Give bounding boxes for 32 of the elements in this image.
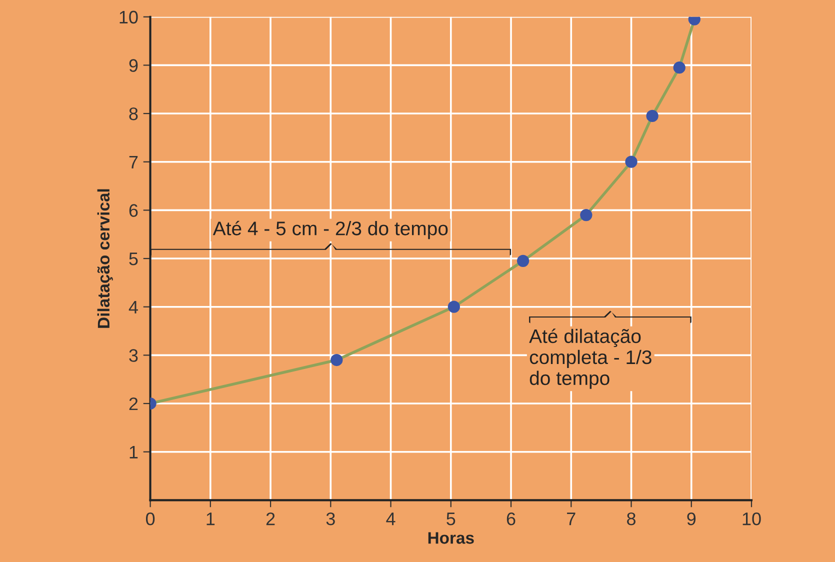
y-tick-label: 4	[128, 300, 138, 314]
x-tick-label: 10	[742, 512, 761, 526]
point	[448, 300, 460, 313]
point	[673, 62, 686, 74]
y-tick-label: 5	[129, 252, 138, 266]
x-axis-title: Horas	[428, 532, 474, 544]
point	[625, 156, 638, 168]
x-tick-label: 5	[446, 512, 456, 526]
y-tick-label: 3	[129, 349, 138, 362]
annotation: Até dilatação completa - 1/3 do tempo	[529, 328, 652, 389]
y-tick-label: 1	[130, 446, 138, 458]
x-tick-label: 0	[146, 512, 155, 526]
y-tick-label: 6	[129, 204, 138, 217]
y-tick-label: 10	[120, 10, 138, 24]
x-tick-label: 8	[627, 512, 636, 526]
x-tick-label: 7	[567, 512, 576, 526]
point	[330, 354, 343, 366]
y-tick-label: 8	[129, 107, 138, 120]
y-tick-label: 7	[129, 156, 138, 168]
point	[580, 208, 592, 222]
y-tick-label: 2	[129, 397, 138, 410]
x-tick-label: 4	[386, 512, 396, 526]
x-tick-label: 9	[687, 512, 696, 526]
annotation: Até 4 - 5 cm - 2/3 do tempo	[212, 220, 448, 240]
x-tick-label: 3	[326, 512, 335, 526]
y-tick-label: 9	[129, 59, 138, 72]
x-tick-label: 2	[266, 512, 275, 526]
x-tick-label: 1	[206, 512, 215, 526]
x-tick-label: 6	[506, 512, 516, 526]
point	[646, 110, 658, 122]
point	[516, 254, 530, 268]
y-axis-title: Dilatação cervical	[97, 189, 113, 328]
